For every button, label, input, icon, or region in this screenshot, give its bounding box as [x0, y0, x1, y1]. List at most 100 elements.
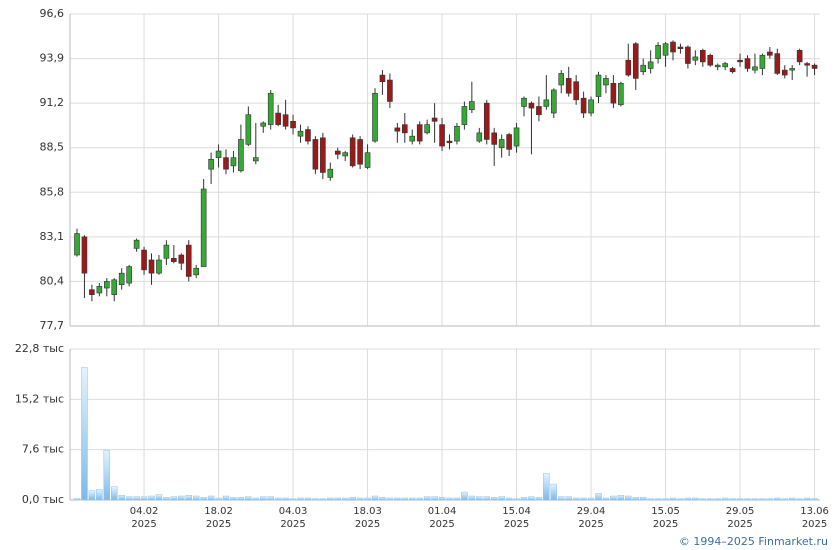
- candle-body: [699, 50, 706, 63]
- y-tick-label: 15,2 тыс: [15, 392, 64, 405]
- volume-bar: [222, 495, 230, 501]
- volume-bar: [438, 497, 446, 501]
- candle-body: [565, 78, 572, 94]
- volume-bar: [580, 497, 587, 501]
- candle-body: [804, 63, 810, 66]
- volume-bar: [788, 497, 796, 501]
- candle-body: [334, 150, 341, 155]
- candle-body: [573, 81, 579, 101]
- volume-bar: [610, 495, 617, 501]
- volume-bar: [729, 498, 736, 501]
- volume-bar: [498, 496, 505, 501]
- volume-bar: [133, 496, 140, 501]
- candle-body: [275, 112, 281, 125]
- candle-body: [521, 97, 527, 107]
- volume-bar: [647, 498, 654, 501]
- candle-body: [796, 50, 803, 63]
- candle-body: [253, 157, 259, 162]
- y-tick-label: 22,8 тыс: [15, 342, 64, 355]
- volume-bar: [662, 498, 669, 501]
- x-tick-label: 01.04 2025: [427, 506, 457, 530]
- volume-bar: [274, 497, 282, 501]
- candle-body: [267, 92, 274, 125]
- candle-body: [156, 259, 162, 274]
- volume-bar: [207, 495, 215, 501]
- volume-bar: [520, 497, 528, 501]
- y-tick-label: 77,7: [40, 319, 65, 332]
- volume-bar: [215, 497, 222, 501]
- candle-body: [461, 106, 468, 125]
- candle-body: [178, 254, 185, 264]
- volume-bar: [111, 486, 118, 501]
- volume-bar: [297, 497, 304, 501]
- candle-body: [141, 249, 147, 271]
- candle-body: [536, 106, 542, 115]
- candle-body: [446, 140, 453, 144]
- volume-bar: [327, 497, 334, 501]
- candle-body: [320, 137, 326, 173]
- volume-bar: [714, 498, 721, 501]
- candle-body: [610, 83, 617, 104]
- volume-bar: [178, 495, 185, 501]
- volume-bar: [528, 496, 535, 501]
- volume-bar: [677, 498, 684, 501]
- candle-body: [118, 272, 125, 286]
- candle-body: [528, 102, 535, 109]
- volume-bar: [312, 498, 319, 501]
- y-tick-label: 83,1: [40, 230, 65, 243]
- candle-body: [81, 236, 88, 274]
- x-tick-label: 18.02 2025: [204, 506, 233, 530]
- candle-body: [513, 127, 520, 147]
- volume-bar: [289, 498, 297, 501]
- volume-bar: [490, 497, 498, 501]
- volume-bar: [721, 497, 729, 501]
- volume-bar: [163, 497, 170, 501]
- candle-body: [364, 152, 371, 168]
- y-tick-label: 80,4: [40, 274, 65, 287]
- volume-bar: [423, 496, 431, 501]
- candle-body: [230, 157, 237, 167]
- volume-bar: [558, 496, 565, 501]
- volume-bar: [349, 497, 356, 501]
- grid: [70, 13, 820, 501]
- x-tick-label: 29.04 2025: [576, 506, 606, 530]
- volume-bar: [185, 495, 192, 501]
- volume-bar: [625, 495, 632, 501]
- candle-body: [781, 69, 788, 76]
- volume-bar: [468, 495, 476, 501]
- candle-body: [632, 43, 639, 79]
- candle-body: [379, 74, 386, 82]
- candle-body: [737, 59, 743, 63]
- volume-bar: [356, 497, 364, 501]
- volume-bar: [707, 498, 714, 501]
- volume-bar: [304, 497, 312, 501]
- volume-bar: [684, 497, 692, 501]
- volume-bar: [543, 473, 550, 501]
- candle-body: [387, 79, 393, 102]
- candle-body: [357, 139, 363, 165]
- volume-bar: [774, 497, 781, 501]
- candle-body: [431, 117, 438, 122]
- volume-bar: [811, 498, 818, 501]
- volume-bar: [364, 497, 371, 501]
- candle-body: [215, 150, 222, 158]
- candle-body: [588, 99, 594, 114]
- volume-bar: [394, 497, 401, 501]
- candle-body: [767, 51, 773, 56]
- volume-bar: [125, 496, 133, 501]
- candle-body: [342, 152, 349, 157]
- candle-body: [89, 289, 95, 295]
- candle-body: [245, 114, 252, 145]
- candle-body: [185, 244, 192, 277]
- x-tick-label: 04.02 2025: [129, 506, 159, 530]
- candle-body: [640, 64, 647, 73]
- volume-bar: [237, 497, 245, 501]
- volume-bar: [103, 450, 111, 501]
- candle-body: [759, 54, 766, 69]
- candle-body: [193, 267, 199, 276]
- volume-bar: [282, 497, 289, 501]
- volume-bar: [386, 497, 394, 501]
- volume-bar: [476, 496, 483, 501]
- candle-body: [74, 233, 80, 256]
